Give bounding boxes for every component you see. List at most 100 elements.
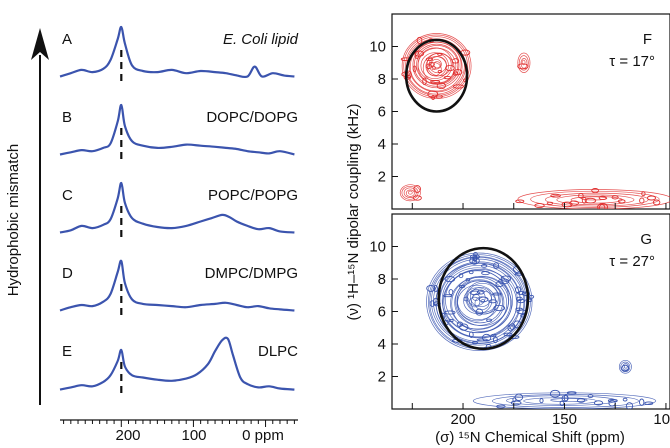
contour-blob xyxy=(646,195,657,201)
contour-blob xyxy=(611,195,619,200)
panel-letter-a: A xyxy=(62,31,72,48)
contour-blob xyxy=(481,333,492,342)
contour-blob xyxy=(413,185,421,193)
contour-blob xyxy=(426,284,436,292)
contour-blob xyxy=(515,307,523,311)
series-name-e: DLPC xyxy=(258,343,298,360)
contour-blob xyxy=(491,333,497,338)
contour-ring xyxy=(454,279,505,326)
contour-ring xyxy=(433,61,441,69)
contour-blob xyxy=(500,275,512,282)
contour-ring xyxy=(401,185,419,200)
contour-ring xyxy=(622,363,630,371)
contour-blob xyxy=(442,294,453,298)
contour-ring xyxy=(520,58,528,69)
contour-blob xyxy=(581,197,587,204)
right-y-tick-label: 4 xyxy=(378,336,386,353)
right-y-tick-label: 6 xyxy=(378,104,386,121)
right-y-tick-label: 8 xyxy=(378,271,386,288)
right-x-tick-label: 200 xyxy=(451,411,476,428)
contour-blob xyxy=(448,289,454,296)
contour-blob xyxy=(469,256,480,265)
contour-blob xyxy=(639,398,645,406)
contour-blob xyxy=(425,57,433,62)
spectrum-line-e xyxy=(59,336,295,391)
contour-blob xyxy=(481,271,490,276)
contour-blob xyxy=(652,199,661,206)
contour-ring xyxy=(468,296,481,308)
contour-blob xyxy=(458,284,466,288)
contour-blob xyxy=(566,391,577,395)
contour-blob xyxy=(597,203,609,209)
contour-ring xyxy=(407,190,413,195)
xtick-0: 0 ppm xyxy=(242,427,284,444)
contour-ring xyxy=(550,398,588,403)
contour-blob xyxy=(515,199,525,204)
contour-blob xyxy=(443,75,452,80)
contour-blob xyxy=(515,296,523,302)
contour-ring xyxy=(442,269,517,338)
panel-letter-d: D xyxy=(62,265,73,282)
contour-blob xyxy=(550,193,561,198)
contour-blob xyxy=(488,299,498,304)
panel-f-contours xyxy=(399,33,670,209)
right-x-tick-label: 100 xyxy=(653,411,670,428)
contour-blob xyxy=(528,294,535,299)
contour-blob xyxy=(444,310,456,315)
contour-blob xyxy=(463,296,469,302)
contour-blob xyxy=(469,254,481,260)
contour-blob xyxy=(569,200,579,206)
contour-blob xyxy=(452,84,464,89)
right-y-tick-label: 10 xyxy=(369,239,386,256)
right-y-tick-label: 8 xyxy=(378,71,386,88)
contour-blob xyxy=(607,399,618,403)
contour-ring xyxy=(474,296,490,311)
contour-blob xyxy=(473,251,478,257)
contour-blob xyxy=(459,323,469,331)
contour-ring xyxy=(457,284,497,322)
contour-blob xyxy=(486,318,493,322)
contour-blob xyxy=(598,195,607,201)
right-y-tick-label: 4 xyxy=(378,136,386,153)
contour-blob xyxy=(430,80,441,84)
panel-letter-e: E xyxy=(62,343,72,360)
contour-blob xyxy=(625,402,634,409)
contour-ring xyxy=(426,252,533,351)
panel-letter-b: B xyxy=(62,109,72,126)
panel-g-letter: G xyxy=(640,231,652,248)
series-name-c: POPC/POPG xyxy=(208,187,298,204)
contour-blob xyxy=(481,264,488,268)
contour-ring xyxy=(530,190,660,208)
contour-blob xyxy=(507,324,514,332)
spectrum-line-c xyxy=(59,181,295,234)
right-y-tick-label: 2 xyxy=(378,169,386,186)
contour-ring xyxy=(456,280,500,321)
contour-blob xyxy=(622,397,628,402)
contour-blob xyxy=(515,286,521,294)
contour-ring xyxy=(451,275,512,332)
contour-blob xyxy=(416,36,423,44)
contour-blob xyxy=(617,199,626,204)
contour-blob xyxy=(444,276,456,283)
contour-blob xyxy=(546,201,554,205)
contour-ring xyxy=(412,41,462,89)
contour-blob xyxy=(475,308,484,316)
contour-blob xyxy=(468,331,474,338)
contour-blob xyxy=(576,398,586,403)
contour-blob xyxy=(598,203,606,209)
contour-ring xyxy=(445,270,510,330)
contour-blob xyxy=(414,50,420,59)
contour-blob xyxy=(468,270,474,275)
series-name-a: E. Coli lipid xyxy=(223,31,299,48)
contour-blob xyxy=(458,273,464,279)
contour-blob xyxy=(492,292,502,296)
contour-ring xyxy=(430,58,442,70)
contour-ring xyxy=(405,189,415,197)
contour-ring xyxy=(455,276,509,326)
contour-ring xyxy=(517,52,531,73)
contour-ring xyxy=(469,286,492,308)
contour-blob xyxy=(561,201,573,208)
contour-blob xyxy=(644,401,654,405)
contour-blob xyxy=(476,289,485,295)
series-name-b: DOPC/DOPG xyxy=(206,109,298,126)
